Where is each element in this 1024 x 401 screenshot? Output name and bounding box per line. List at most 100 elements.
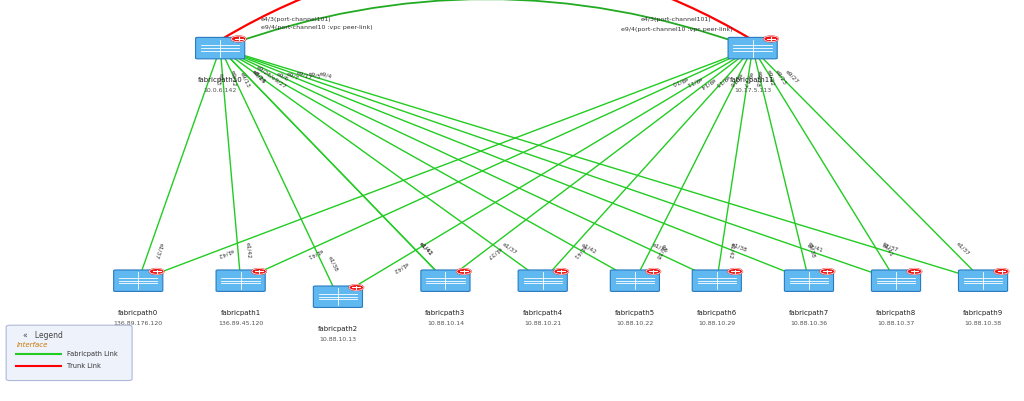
Text: 10.88.10.38: 10.88.10.38 [965,321,1001,326]
Circle shape [646,269,660,274]
Text: e9/6: e9/6 [275,71,290,81]
Text: e9/17: e9/17 [741,71,754,88]
Text: Interface: Interface [16,342,48,348]
Text: e1/37: e1/37 [154,242,164,260]
FancyArrowPatch shape [228,0,744,45]
Text: e8/24: e8/24 [251,69,266,85]
Text: e9/17: e9/17 [295,70,312,81]
Text: e9/22: e9/22 [766,69,774,87]
Text: e1/42: e1/42 [216,248,234,259]
Text: e9/10: e9/10 [671,76,689,87]
Text: fabricpath6: fabricpath6 [696,310,737,316]
Circle shape [994,269,1009,274]
Text: e9/27: e9/27 [784,69,800,85]
Text: e9/15: e9/15 [714,73,730,87]
FancyBboxPatch shape [784,270,834,292]
Text: 136.89.45.120: 136.89.45.120 [218,321,263,326]
Text: fabricpath5: fabricpath5 [614,310,655,316]
Text: e9/4(port-channel10 :vpc peer-link): e9/4(port-channel10 :vpc peer-link) [261,25,373,30]
Circle shape [349,285,364,290]
Text: fabricpath9: fabricpath9 [963,310,1004,316]
Circle shape [252,269,266,274]
FancyBboxPatch shape [610,270,659,292]
Text: e9/11: e9/11 [685,75,702,87]
Text: e1/37: e1/37 [486,245,503,259]
Text: e1/37: e1/37 [502,241,518,255]
Text: fabricpath3: fabricpath3 [425,310,466,316]
Circle shape [150,269,164,274]
Text: 10.88.10.29: 10.88.10.29 [698,321,735,326]
Circle shape [820,269,835,274]
FancyArrowPatch shape [222,0,751,38]
Text: 10.88.10.37: 10.88.10.37 [878,321,914,326]
Text: e1/42: e1/42 [581,242,598,255]
Text: e1/37: e1/37 [955,241,971,257]
Text: e1/42: e1/42 [245,242,252,259]
Text: 10.88.10.14: 10.88.10.14 [427,321,464,326]
FancyBboxPatch shape [216,270,265,292]
Text: e9/23: e9/23 [774,69,787,86]
FancyBboxPatch shape [6,325,132,381]
Circle shape [764,36,778,42]
Text: 10.88.10.13: 10.88.10.13 [319,337,356,342]
Text: e4/3(port-channel101): e4/3(port-channel101) [261,17,332,22]
Text: e9/12: e9/12 [229,70,237,87]
Circle shape [728,269,742,274]
FancyBboxPatch shape [692,270,741,292]
Text: e9/18: e9/18 [755,70,762,87]
Text: fabricpath8: fabricpath8 [876,310,916,316]
Text: Trunk Link: Trunk Link [67,363,100,369]
FancyBboxPatch shape [114,270,163,292]
Text: e1/38: e1/38 [654,243,667,260]
Text: fabricpath7: fabricpath7 [788,310,829,316]
Text: e1/41: e1/41 [572,244,587,260]
Text: e1/42: e1/42 [728,242,735,259]
Text: 10.0.6.142: 10.0.6.142 [204,88,237,93]
Text: e1/38: e1/38 [807,241,816,259]
Text: e9/4: e9/4 [318,71,333,79]
FancyBboxPatch shape [196,37,245,59]
Text: fabricpath2: fabricpath2 [317,326,358,332]
Text: e1/38: e1/38 [651,242,669,254]
Text: fabricpath4: fabricpath4 [522,310,563,316]
Text: 10.88.10.36: 10.88.10.36 [791,321,827,326]
Text: e1/38: e1/38 [731,242,749,253]
Text: e1/41: e1/41 [806,242,823,253]
Text: e1/42: e1/42 [392,260,409,273]
Text: e9/7: e9/7 [286,71,300,81]
Text: 10.88.10.21: 10.88.10.21 [524,321,561,326]
Text: fabricpath0: fabricpath0 [118,310,159,316]
Text: e1/38: e1/38 [327,255,339,272]
Text: 10.17.5.113: 10.17.5.113 [734,88,771,93]
Circle shape [457,269,471,274]
FancyBboxPatch shape [421,270,470,292]
Text: fabricpath10: fabricpath10 [198,77,243,83]
FancyBboxPatch shape [518,270,567,292]
Text: e1/41: e1/41 [881,241,894,258]
Text: e9/5: e9/5 [215,72,224,86]
Text: e8/15: e8/15 [251,69,266,85]
Text: e9/4(port-channel10 :vpc peer-link): e9/4(port-channel10 :vpc peer-link) [621,27,732,32]
Text: e9/16: e9/16 [727,72,742,87]
Text: e9/14: e9/14 [698,76,716,89]
Text: e4/3(port-channel101): e4/3(port-channel101) [641,17,712,22]
Text: fabricpath11: fabricpath11 [730,77,775,83]
Text: e9/13: e9/13 [240,71,252,88]
Circle shape [231,36,246,42]
FancyBboxPatch shape [871,270,921,292]
Text: e9/26/e9/27: e9/26/e9/27 [255,64,287,89]
Text: «   Legend: « Legend [23,331,62,340]
Text: e1/42: e1/42 [418,241,433,257]
Circle shape [907,269,922,274]
FancyBboxPatch shape [728,37,777,59]
Text: 136.89.176.120: 136.89.176.120 [114,321,163,326]
Text: fabricpath1: fabricpath1 [220,310,261,316]
Text: e1/41: e1/41 [306,247,324,259]
Text: e9/5: e9/5 [307,71,322,80]
Circle shape [554,269,568,274]
FancyBboxPatch shape [958,270,1008,292]
Text: e1/41: e1/41 [418,241,433,257]
FancyBboxPatch shape [313,286,362,308]
Text: e1/37: e1/37 [882,243,899,252]
Text: Fabricpath Link: Fabricpath Link [67,351,118,357]
